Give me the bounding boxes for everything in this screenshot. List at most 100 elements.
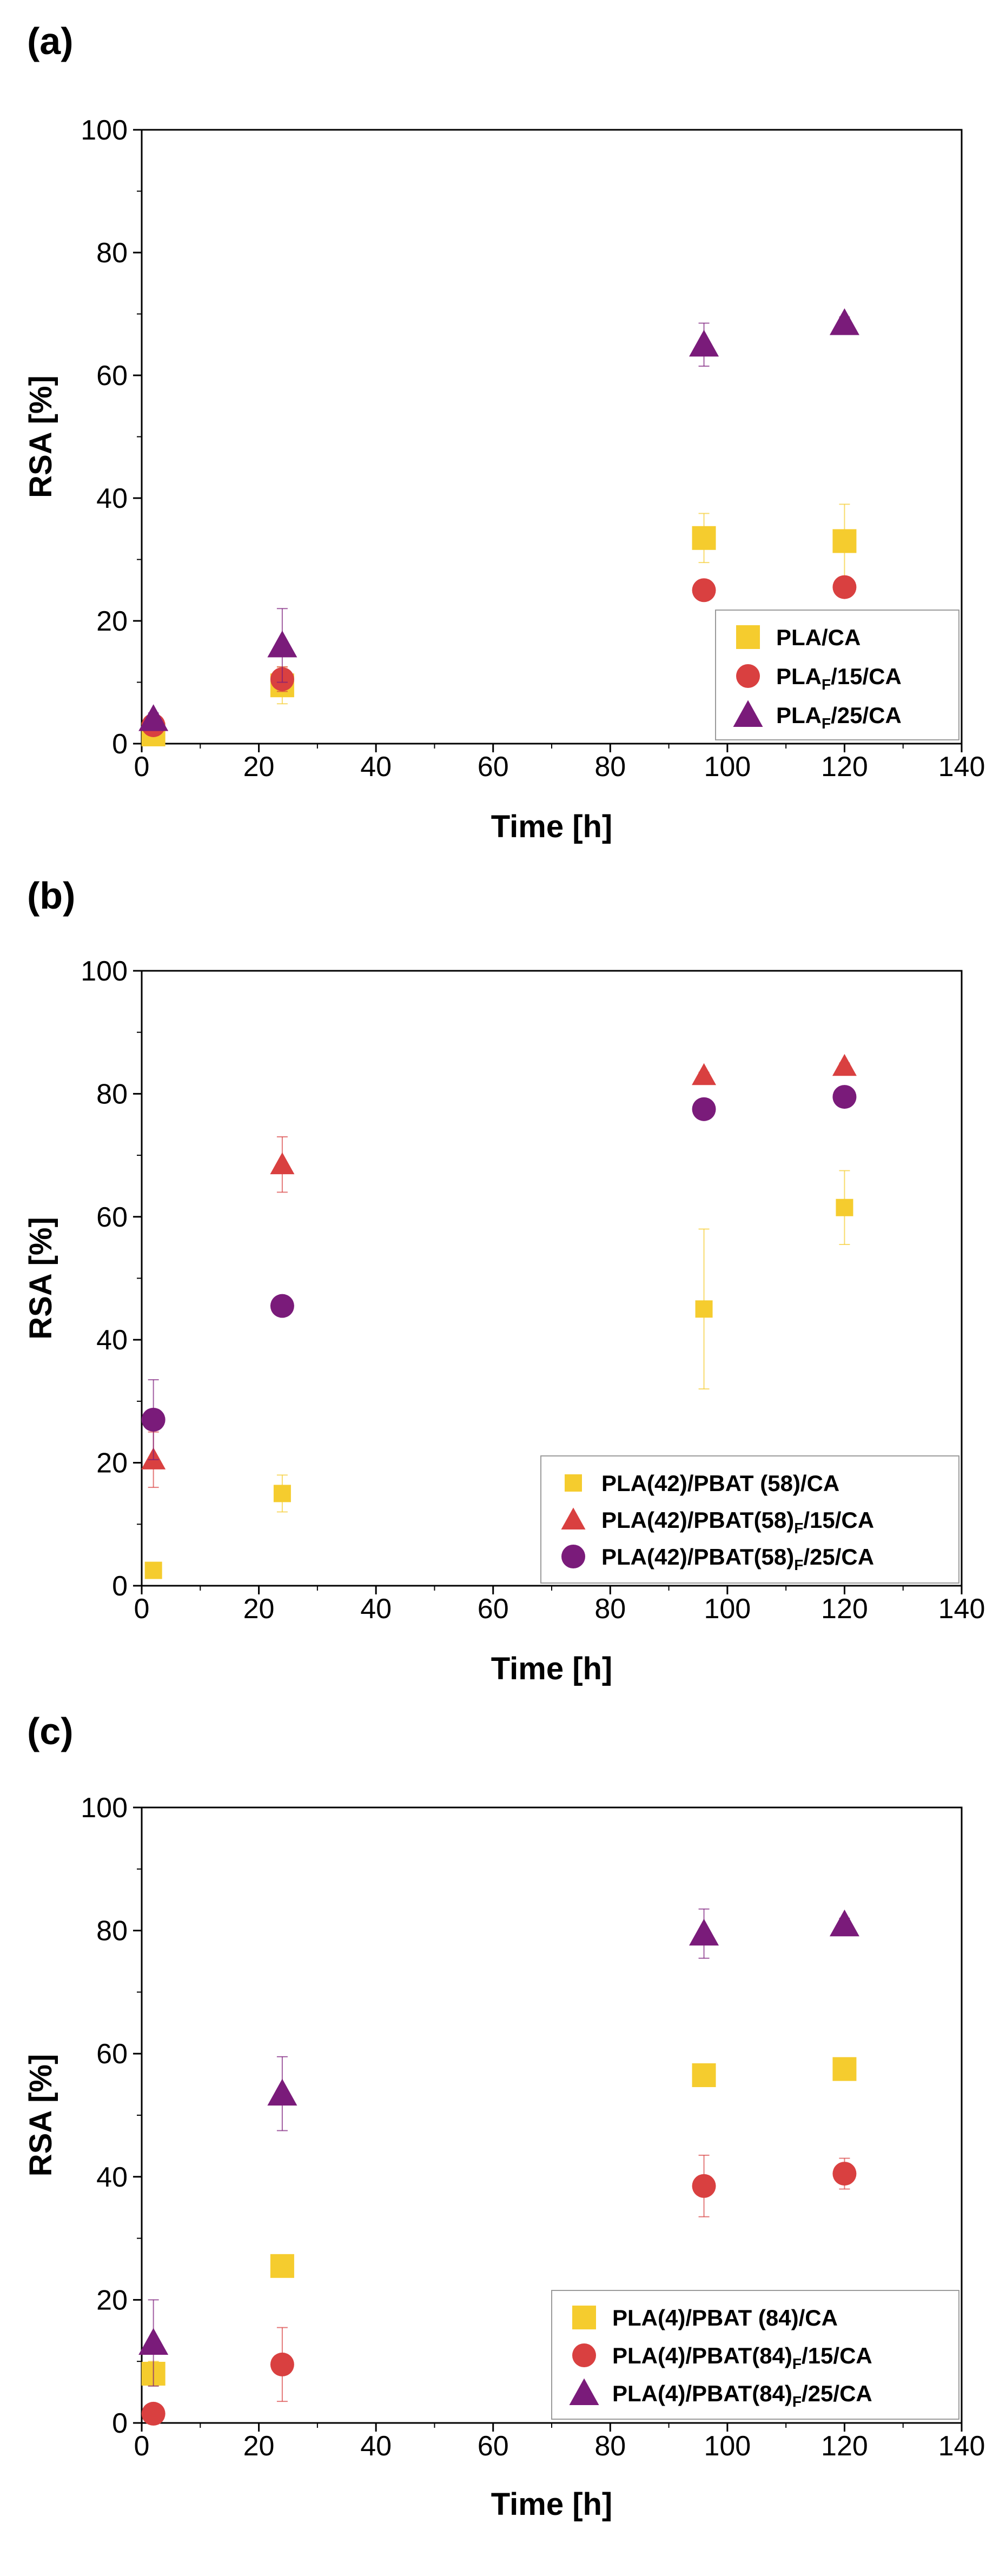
data-point xyxy=(141,1408,166,1432)
x-tick-label: 40 xyxy=(360,1593,392,1625)
legend-text-part: PLA(4)/PBAT (84)/CA xyxy=(612,2305,838,2330)
y-tick-label: 40 xyxy=(96,1325,128,1356)
legend-label: PLA(4)/PBAT(84)F/25/CA xyxy=(612,2381,872,2410)
legend-subscript: F xyxy=(792,2355,802,2372)
legend-text-part: PLA(42)/PBAT(58) xyxy=(601,1544,794,1570)
legend-text-part: /25/CA xyxy=(802,2381,872,2406)
legend-marker xyxy=(569,2378,599,2405)
legend-marker xyxy=(561,1545,585,1568)
chart-panel-c: (c) 0 20 40 60 80 100 120 140 0 20 40 60 80 100 Time [h… xyxy=(23,1710,985,2522)
data-point xyxy=(832,1085,857,1109)
legend-text-part: PLA xyxy=(776,703,822,728)
data-point xyxy=(692,578,716,602)
data-point xyxy=(836,1198,853,1216)
y-tick-label: 20 xyxy=(96,2284,128,2316)
legend-label: PLA/CA xyxy=(776,625,861,650)
series-3 xyxy=(141,1085,857,1460)
x-tick-label: 60 xyxy=(478,2431,509,2462)
y-tick-label: 40 xyxy=(96,483,128,514)
legend-text-part: PLA/CA xyxy=(776,625,861,650)
data-point xyxy=(832,529,857,553)
data-point xyxy=(692,1063,717,1085)
y-tick-label: 20 xyxy=(96,606,128,637)
x-tick-label: 140 xyxy=(938,1593,985,1625)
y-tick-label: 0 xyxy=(112,2408,128,2439)
data-point xyxy=(273,1485,291,1502)
y-tick-label: 100 xyxy=(81,956,128,987)
data-point xyxy=(144,1561,162,1579)
x-tick-label: 80 xyxy=(594,2431,626,2462)
x-tick-label: 140 xyxy=(938,2431,985,2462)
legend-text-part: PLA(4)/PBAT(84) xyxy=(612,2343,792,2368)
data-point xyxy=(270,2352,294,2376)
data-point xyxy=(141,2401,166,2426)
x-tick-label: 20 xyxy=(243,751,275,783)
data-point xyxy=(832,575,857,599)
legend-label: PLA(4)/PBAT(84)F/15/CA xyxy=(612,2343,872,2372)
x-tick-label: 80 xyxy=(594,1593,626,1625)
legend-label: PLA(42)/PBAT (58)/CA xyxy=(601,1471,839,1496)
x-tick-label: 0 xyxy=(134,2431,150,2462)
data-point xyxy=(692,1097,716,1121)
y-tick-label: 0 xyxy=(112,729,128,760)
legend-text-part: /15/CA xyxy=(802,2343,872,2368)
x-axis-title: Time [h] xyxy=(491,809,613,844)
x-tick-label: 0 xyxy=(134,751,150,783)
x-tick-label: 140 xyxy=(938,751,985,783)
legend-label: PLAF/25/CA xyxy=(776,703,902,732)
legend-marker xyxy=(572,2306,596,2329)
legend-text-part: /25/CA xyxy=(803,1544,874,1570)
y-tick-label: 80 xyxy=(96,1916,128,1947)
series-3 xyxy=(138,1908,859,2387)
x-tick-label: 40 xyxy=(360,2431,392,2462)
data-point xyxy=(832,2162,857,2186)
legend-text-part: PLA(42)/PBAT(58) xyxy=(601,1507,794,1533)
data-point xyxy=(829,308,859,335)
legend-text-part: /25/CA xyxy=(831,703,902,728)
legend: PLA(4)/PBAT (84)/CA PLA(4)/PBAT(84)F/15/C… xyxy=(551,2290,959,2420)
series-2 xyxy=(141,1054,857,1488)
x-tick-label: 40 xyxy=(360,751,392,783)
y-tick-label: 20 xyxy=(96,1448,128,1479)
legend-marker xyxy=(736,664,760,688)
panel-label: (b) xyxy=(27,875,75,917)
y-axis-title: RSA [%] xyxy=(23,375,58,498)
chart-panel-b: (b) 0 20 40 60 80 100 120 140 0 20 40 60 80 100 Time [h… xyxy=(23,875,985,1686)
data-point xyxy=(267,2078,297,2106)
chart-panel-a: (a) 0 20 40 60 80 100 120 140 0 20 40 60 80 100 Time [h… xyxy=(23,20,985,844)
legend: PLA(42)/PBAT (58)/CAPLA(42)/PBAT(58)F/15… xyxy=(540,1455,959,1584)
data-point xyxy=(689,1918,719,1946)
x-tick-label: 120 xyxy=(821,2431,868,2462)
legend-subscript: F xyxy=(822,715,831,732)
legend-text-part: /15/CA xyxy=(831,664,902,689)
panel-label: (c) xyxy=(27,1710,74,1752)
data-point xyxy=(138,2328,169,2355)
x-tick-label: 100 xyxy=(704,751,751,783)
x-tick-label: 120 xyxy=(821,1593,868,1625)
legend-text-part: PLA xyxy=(776,664,822,689)
legend-label: PLAF/15/CA xyxy=(776,664,902,693)
data-point xyxy=(689,329,719,357)
data-point xyxy=(138,704,169,731)
series-2 xyxy=(141,2154,857,2426)
legend-subscript: F xyxy=(822,676,831,693)
x-tick-label: 0 xyxy=(134,1593,150,1625)
y-tick-label: 80 xyxy=(96,237,128,269)
data-point xyxy=(267,630,297,658)
data-point xyxy=(692,2063,716,2088)
data-point xyxy=(270,1152,295,1175)
y-tick-label: 100 xyxy=(81,1792,128,1824)
data-point xyxy=(692,2174,716,2198)
legend-box xyxy=(551,2290,959,2420)
x-tick-label: 60 xyxy=(478,751,509,783)
legend-box xyxy=(540,1455,959,1584)
x-tick-label: 20 xyxy=(243,1593,275,1625)
x-tick-label: 100 xyxy=(704,2431,751,2462)
legend-marker xyxy=(572,2343,596,2367)
series-3 xyxy=(138,308,859,731)
panel-label: (a) xyxy=(27,20,74,62)
y-tick-label: 60 xyxy=(96,1202,128,1233)
legend-text-part: PLA(4)/PBAT(84) xyxy=(612,2381,792,2406)
